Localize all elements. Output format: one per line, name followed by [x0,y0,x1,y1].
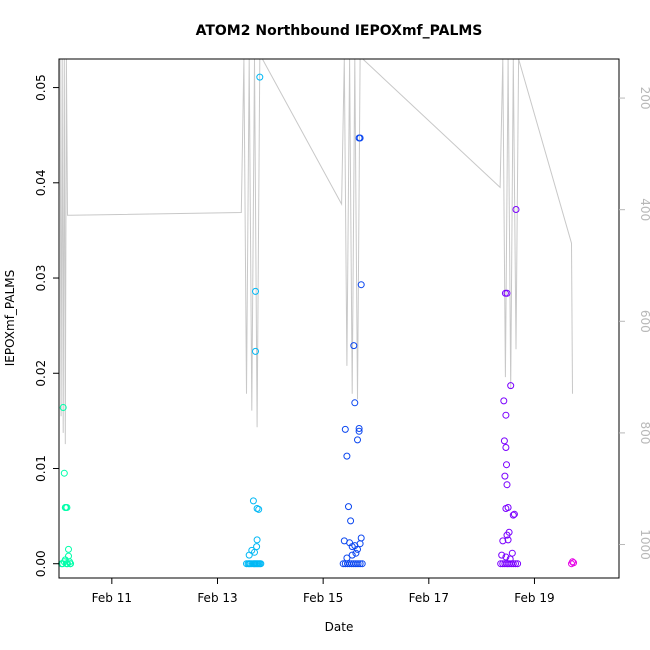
data-point [343,554,351,562]
series-flight-2 [243,73,265,568]
data-point [351,399,359,407]
data-point [503,481,511,489]
data-point [252,347,259,355]
data-point [64,560,71,568]
data-point [347,517,355,525]
data-point [59,404,67,411]
y-tick-label: 0.00 [34,550,48,577]
data-point [499,537,507,545]
data-point [502,553,510,561]
data-point [355,425,363,432]
data-point [60,469,68,477]
y2-tick-label: 1000 [638,529,650,560]
data-point [502,444,510,451]
data-point [510,510,518,518]
data-point [356,560,364,568]
pressure-profile [59,58,573,445]
data-point [255,505,263,513]
data-point [504,536,512,544]
data-point [66,560,74,568]
y-tick-label: 0.01 [34,455,48,482]
data-point [500,437,508,445]
pressure-line [59,58,573,445]
data-point [503,531,511,539]
data-points [58,73,578,568]
data-point [509,560,517,568]
data-point [257,560,265,568]
data-point [350,342,358,350]
data-point [343,452,351,460]
data-point [514,560,522,568]
data-point [252,287,259,295]
data-point [512,206,520,213]
data-point [501,472,509,480]
data-point [502,411,510,419]
data-point [354,436,361,444]
y2-tick-label: 800 [638,421,650,444]
x-tick-label: Feb 19 [514,591,554,605]
x-tick-label: Feb 17 [409,591,449,605]
series-flight-3 [339,134,366,568]
data-point [512,560,519,568]
data-point [352,549,360,557]
y-tick-label: 0.04 [34,169,48,196]
data-point [502,505,510,512]
x-axis-label: Date [325,620,354,634]
data-point [345,503,352,511]
data-point [65,552,72,560]
data-point [253,543,261,551]
data-point [355,134,363,142]
plot-frame [58,58,620,579]
data-point [65,545,72,553]
y-tick-label: 0.03 [34,265,48,292]
data-point [503,461,510,469]
x-tick-label: Feb 15 [303,591,343,605]
y2-tick-label: 600 [638,310,650,333]
data-point [348,551,356,559]
y2-tick-label: 200 [638,87,650,110]
series-flight-1 [58,404,75,568]
data-point [354,560,362,568]
data-point [569,558,576,566]
data-point [355,427,363,435]
data-point [357,281,365,289]
data-point [506,555,514,563]
data-point [503,289,511,297]
y-axis-right: 200 400 600 800 1000 [619,87,650,560]
data-point [249,497,257,505]
data-point [357,534,365,542]
x-tick-label: Feb 11 [92,591,132,605]
data-point [509,511,517,519]
data-point [570,559,578,567]
data-point [356,540,364,548]
data-point [508,549,516,557]
x-axis: Feb 11 Feb 13 Feb 15 Feb 17 Feb 19 [92,578,555,605]
y-axis-label: IEPOXmf_PALMS [3,270,17,367]
x-tick-label: Feb 13 [197,591,237,605]
series-flight-4 [497,206,522,568]
data-point [341,425,349,433]
data-point [63,504,71,511]
chart-title: ATOM2 Northbound IEPOXmf_PALMS [196,23,483,39]
data-point [500,397,508,405]
data-point [253,536,261,544]
data-point [358,560,366,568]
series-flight-5 [568,558,578,568]
y-tick-label: 0.02 [34,360,48,387]
data-point [507,382,515,390]
y2-tick-label: 400 [638,198,650,221]
data-point [354,545,361,553]
data-point [498,551,506,559]
y-axis-left: 0.00 0.01 0.02 0.03 0.04 0.05 [34,74,59,577]
y-tick-label: 0.05 [34,74,48,101]
data-point [256,73,264,81]
